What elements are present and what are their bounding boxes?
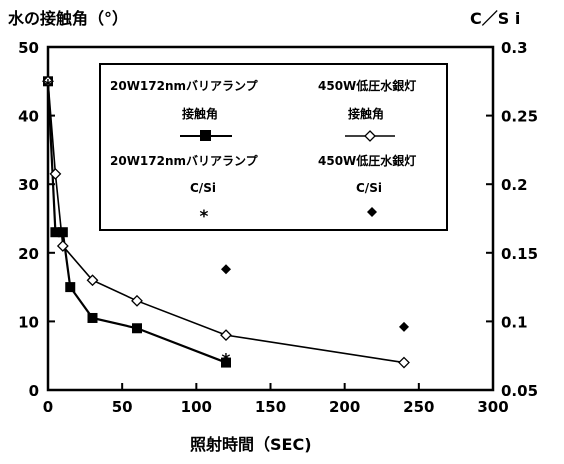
series-2-point [131,294,143,307]
series-3-point: * [44,76,53,96]
series-1-point [50,227,61,238]
legend-box [99,63,448,231]
y-tick-label: 30 [18,176,39,194]
x-tick-label: 250 [403,398,434,416]
y-ticks: 0 10 20 30 40 50 [18,39,55,400]
series-2-point [220,329,232,342]
legend-filled-diamond-marker [367,207,377,217]
legend-entry-1-line2: 接触角 [182,106,218,121]
legend-open-diamond-marker [364,130,376,142]
x-tick-label: 200 [329,398,360,416]
legend-entry-2-line1: 450W低圧水銀灯 [318,78,416,93]
series-2-point [398,356,410,369]
y-right-tick-label: 0.1 [501,313,528,331]
x-axis-title: 照射時間（SEC) [190,435,312,454]
series-3-point: * [222,351,231,371]
legend-filled-square-marker [200,130,211,141]
x-tick-label: 300 [477,398,508,416]
y-tick-label: 40 [18,108,39,126]
series-2-point [42,75,54,88]
legend-entry-1-sample [180,130,232,141]
y-tick-label: 10 [18,313,39,331]
series-2-point [56,240,69,252]
series-1-point [132,323,142,334]
x-tick-label: 0 [43,398,53,416]
y-right-ticks: 0.05 0.1 0.15 0.2 0.25 0.3 [486,39,538,400]
legend: 20W172nmバリアランプ 接触角 450W低圧水銀灯 接触角 20W172n… [99,63,448,231]
y-right-tick-label: 0.15 [501,245,538,263]
legend-entry-3-line1: 20W172nmバリアランプ [110,153,259,168]
y-right-tick-label: 0.3 [501,39,528,57]
y-right-tick-label: 0.2 [501,176,528,194]
y-axis-title: 水の接触角（°） [8,9,128,28]
legend-entry-1-line1: 20W172nmバリアランプ [110,78,259,93]
legend-entry-4-line2: C/Si [356,181,382,195]
series-2-point [49,167,62,180]
x-ticks: 0 50 100 150 200 250 300 [43,383,509,416]
series-layer: ** [42,75,410,371]
x-tick-label: 150 [255,398,286,416]
series-1-point [87,312,98,323]
legend-asterisk-marker: * [200,207,209,227]
y-tick-label: 20 [18,245,39,263]
y-right-tick-label: 0.25 [501,108,538,126]
y-right-tick-label: 0.05 [501,382,538,400]
y-tick-label: 0 [29,382,39,400]
x-tick-label: 100 [181,398,212,416]
y-right-axis-title: C／S i [470,9,520,28]
series-4-point [221,264,231,275]
series-1-point [221,357,231,368]
series-1-point [57,227,68,238]
y-tick-label: 50 [18,39,39,57]
series-4-point [399,321,409,332]
legend-entry-4-line1: 450W低圧水銀灯 [318,153,416,168]
legend-entry-2-sample [345,130,395,142]
series-2-point [86,274,99,287]
series-1-point [65,282,76,293]
legend-entry-2-line2: 接触角 [348,106,384,121]
x-tick-label: 50 [112,398,133,416]
legend-entry-3-line2: C/Si [190,181,216,195]
